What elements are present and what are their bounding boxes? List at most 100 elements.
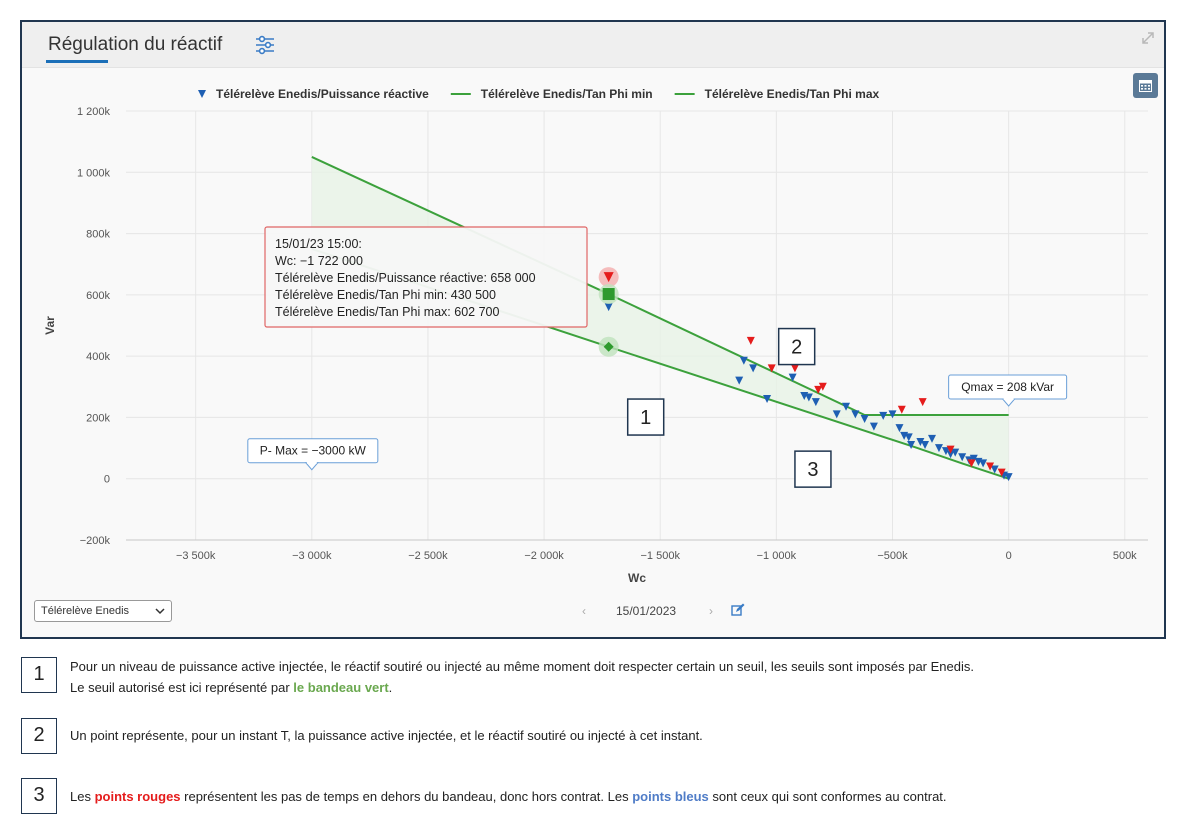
prev-date-button[interactable]: ‹ xyxy=(582,604,586,618)
y-axis-label: Var xyxy=(43,316,57,335)
legend-marker-triangle xyxy=(198,90,206,98)
hover-point-max xyxy=(602,288,615,301)
tanphi-max-line xyxy=(311,156,1009,416)
panel-header: Régulation du réactif xyxy=(22,22,1164,68)
y-tick-label: 200k xyxy=(86,412,110,424)
qmax-annotation-pointer-cover xyxy=(1003,396,1014,400)
tooltip-line: Wc: −1 722 000 xyxy=(275,254,363,268)
blue-point xyxy=(804,393,813,402)
tooltip-line: Télérelève Enedis/Puissance réactive: 65… xyxy=(275,271,536,285)
blue-point xyxy=(851,410,860,419)
note-text-3: Les points rouges représentent les pas d… xyxy=(70,786,1170,807)
blue-point xyxy=(979,459,988,468)
note-1-line-2-post: . xyxy=(388,680,393,695)
blue-point xyxy=(811,398,820,407)
note-1-line-2-pre: Le seuil autorisé est ici représenté par xyxy=(70,680,294,695)
blue-point xyxy=(941,447,950,456)
red-point xyxy=(897,405,906,414)
blue-point xyxy=(934,444,943,453)
x-tick-label: 500k xyxy=(1113,550,1137,562)
sliders-icon[interactable] xyxy=(254,34,276,56)
calendar-button[interactable] xyxy=(1133,73,1158,98)
blue-point xyxy=(916,437,925,446)
legend-label: Télérelève Enedis/Tan Phi max xyxy=(705,87,880,101)
qmax-annotation-text: Qmax = 208 kVar xyxy=(961,380,1054,394)
blue-point xyxy=(921,441,930,450)
chart-callout-box-1 xyxy=(626,398,665,436)
chart-callout-label-2: 2 xyxy=(791,337,802,359)
current-date: 15/01/2023 xyxy=(616,604,677,618)
x-tick-label: −1 000k xyxy=(757,550,797,562)
blue-point xyxy=(1004,473,1013,482)
blue-point xyxy=(927,434,936,443)
x-tick-label: 0 xyxy=(1006,550,1012,562)
legend-item-tanphi-min[interactable]: Télérelève Enedis/Tan Phi min xyxy=(450,87,653,101)
tooltip-line: 15/01/23 15:00: xyxy=(275,237,362,251)
qmax-annotation-pointer xyxy=(1001,398,1016,407)
blue-point xyxy=(788,373,797,382)
red-point xyxy=(967,459,976,468)
blue-point xyxy=(879,411,888,420)
source-select[interactable]: Télérelève Enedis xyxy=(34,600,172,622)
blue-point xyxy=(735,376,744,385)
blue-point xyxy=(860,414,869,423)
red-points-highlight: points rouges xyxy=(94,789,181,804)
chart-callout-box-2 xyxy=(777,327,816,366)
legend-label: Télérelève Enedis/Puissance réactive xyxy=(216,87,429,101)
hover-point-min xyxy=(603,341,614,352)
x-tick-label: −2 000k xyxy=(524,550,564,562)
x-axis-label: Wc xyxy=(628,571,646,585)
red-point xyxy=(790,364,799,373)
chart-callout-box-3 xyxy=(794,450,832,488)
next-date-button[interactable]: › xyxy=(709,604,713,618)
y-tick-label: 1 200k xyxy=(77,106,111,118)
pmax-annotation-text: P- Max = −3000 kW xyxy=(260,444,367,458)
blue-point xyxy=(990,465,999,474)
y-tick-label: 400k xyxy=(86,351,110,363)
red-point xyxy=(746,336,755,345)
red-point xyxy=(997,468,1006,477)
x-tick-label: −500k xyxy=(877,550,908,562)
pmax-annotation-pointer xyxy=(304,462,319,471)
note-3-pre: Les xyxy=(70,789,95,804)
source-select-value: Télérelève Enedis xyxy=(41,605,130,617)
blue-point xyxy=(946,450,955,459)
legend-item-tanphi-max[interactable]: Télérelève Enedis/Tan Phi max xyxy=(674,87,880,101)
chevron-down-icon xyxy=(155,608,165,615)
expand-icon[interactable] xyxy=(1140,30,1156,46)
blue-point xyxy=(842,402,851,411)
blue-point xyxy=(958,453,967,462)
blue-point xyxy=(604,303,613,312)
y-tick-label: 1 000k xyxy=(77,167,111,179)
legend-item-reactive[interactable]: Télérelève Enedis/Puissance réactive xyxy=(198,87,429,101)
x-tick-label: −1 500k xyxy=(641,550,681,562)
blue-point xyxy=(763,395,772,404)
tooltip-line: Télérelève Enedis/Tan Phi max: 602 700 xyxy=(275,305,499,319)
y-tick-label: 0 xyxy=(104,474,110,486)
green-band-highlight: le bandeau vert xyxy=(293,680,389,695)
blue-point xyxy=(739,356,748,365)
reactive-regulation-panel: Régulation du réactif −200k 0 200k 400k 600k… xyxy=(20,20,1166,639)
note-3-mid: représentent les pas de temps en dehors … xyxy=(180,789,633,804)
note-1-line-2: Le seuil autorisé est ici représenté par… xyxy=(70,677,1170,698)
x-tick-label: −2 500k xyxy=(408,550,448,562)
blue-point xyxy=(907,441,916,450)
pmax-annotation-pointer-cover xyxy=(306,460,317,464)
panel-title: Régulation du réactif xyxy=(48,34,223,55)
blue-point xyxy=(969,454,978,463)
note-number-2: 2 xyxy=(21,718,57,754)
note-text-2: Un point représente, pour un instant T, … xyxy=(70,728,703,743)
red-point xyxy=(818,382,827,391)
blue-point xyxy=(951,448,960,457)
blue-point xyxy=(888,410,897,419)
blue-point xyxy=(749,364,758,373)
note-text-1: Pour un niveau de puissance active injec… xyxy=(70,656,1170,698)
blue-point xyxy=(832,410,841,419)
red-point xyxy=(767,364,776,373)
reactive-chart: −200k 0 200k 400k 600k 800k 1 000k 1 200k −3 500… xyxy=(43,87,1148,585)
chart-callout-label-3: 3 xyxy=(807,459,818,481)
chart-callout-label-1: 1 xyxy=(640,407,651,429)
note-1-line-1: Pour un niveau de puissance active injec… xyxy=(70,659,974,674)
red-point xyxy=(918,398,927,407)
edit-icon[interactable] xyxy=(731,603,745,617)
